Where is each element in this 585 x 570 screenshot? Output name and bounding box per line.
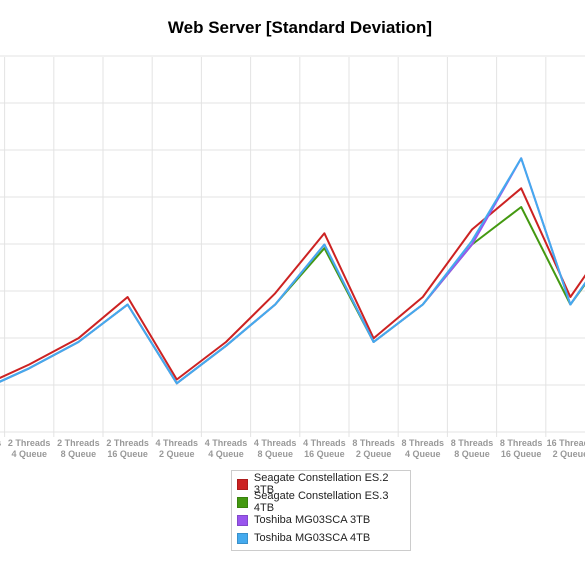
- legend: Seagate Constellation ES.2 3TB Seagate Co…: [231, 470, 411, 551]
- legend-label: Seagate Constellation ES.3 4TB: [253, 490, 389, 514]
- legend-label: Toshiba MG03SCA 3TB: [254, 514, 371, 526]
- x-tick-label: 4 Threads 2 Queue: [156, 438, 199, 459]
- legend-swatch: [237, 496, 248, 508]
- series-lines: [0, 157, 585, 385]
- series-line-3: [0, 157, 585, 385]
- legend-item[interactable]: Toshiba MG03SCA 4TB: [232, 529, 410, 547]
- x-tick-label: 4 Threads 16 Queue: [303, 438, 346, 459]
- series-line-1: [0, 206, 585, 385]
- x-tick-label: 8 Threads 8 Queue: [451, 438, 494, 459]
- chart-title: Web Server [Standard Deviation]: [167, 18, 433, 37]
- legend-swatch: [237, 478, 248, 490]
- legend-label: Toshiba MG03SCA 4TB: [254, 532, 371, 544]
- legend-swatch: [237, 514, 248, 526]
- x-tick-label: 4 Threads 8 Queue: [254, 438, 297, 459]
- legend-label: Seagate Constellation ES.2 3TB: [253, 472, 389, 496]
- x-tick-label: 8 Threads 4 Queue: [402, 438, 445, 459]
- grid-lines: [0, 55, 585, 437]
- x-tick-label: 2 Threads 16 Queue: [106, 438, 149, 459]
- legend-item[interactable]: Toshiba MG03SCA 3TB: [232, 511, 410, 529]
- x-tick-label: 2 Threads 4 Queue: [8, 438, 51, 459]
- x-tick-label: 8 Threads 16 Queue: [500, 438, 543, 459]
- series-line-2: [0, 157, 585, 385]
- legend-swatch: [237, 532, 248, 544]
- legend-item[interactable]: Seagate Constellation ES.2 3TB: [232, 472, 410, 496]
- x-tick-label: 2 Threads 8 Queue: [57, 438, 100, 459]
- legend-item[interactable]: Seagate Constellation ES.3 4TB: [232, 490, 410, 514]
- series-line-0: [0, 187, 585, 381]
- x-tick-label: 4 Threads 4 Queue: [205, 438, 248, 459]
- x-tick-label: 8 Threads 2 Queue: [352, 438, 395, 459]
